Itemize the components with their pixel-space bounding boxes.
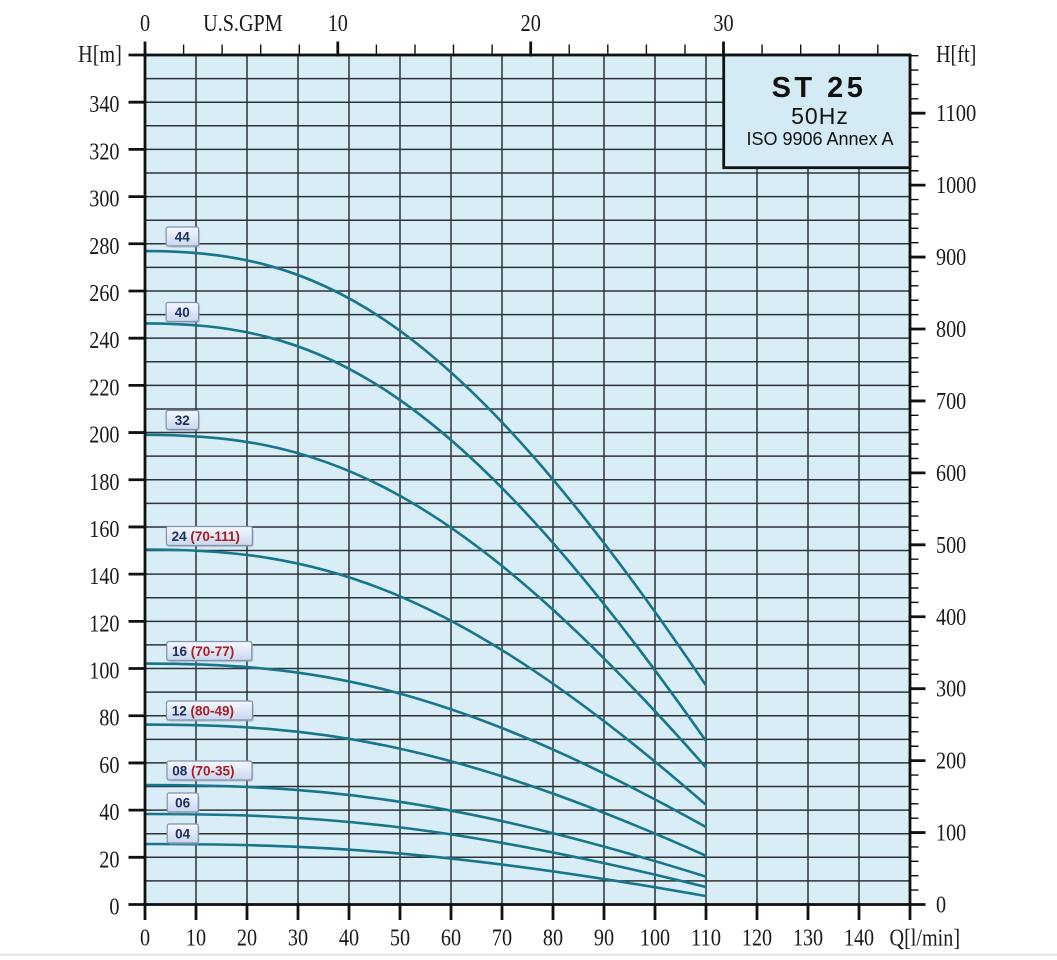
svg-text:320: 320 bbox=[89, 139, 119, 165]
svg-text:0: 0 bbox=[109, 895, 119, 921]
svg-text:30: 30 bbox=[288, 926, 308, 952]
svg-text:120: 120 bbox=[742, 926, 772, 952]
svg-text:120: 120 bbox=[89, 611, 119, 637]
svg-text:260: 260 bbox=[89, 281, 119, 307]
svg-text:140: 140 bbox=[89, 564, 119, 590]
svg-text:100: 100 bbox=[89, 659, 119, 685]
svg-text:600: 600 bbox=[936, 461, 966, 487]
svg-text:H[ft]: H[ft] bbox=[936, 42, 976, 68]
svg-text:0: 0 bbox=[140, 11, 150, 37]
svg-text:60: 60 bbox=[441, 926, 461, 952]
svg-text:200: 200 bbox=[89, 423, 119, 449]
svg-text:300: 300 bbox=[89, 187, 119, 213]
svg-text:12 (80-49): 12 (80-49) bbox=[172, 703, 234, 718]
svg-text:90: 90 bbox=[594, 926, 614, 952]
svg-text:20: 20 bbox=[99, 847, 119, 873]
svg-text:Q[l/min]: Q[l/min] bbox=[890, 926, 961, 952]
svg-text:340: 340 bbox=[89, 92, 119, 118]
svg-text:0: 0 bbox=[140, 926, 150, 952]
svg-text:100: 100 bbox=[936, 821, 966, 847]
svg-text:16 (70-77): 16 (70-77) bbox=[172, 644, 234, 659]
svg-text:300: 300 bbox=[936, 677, 966, 703]
svg-text:20: 20 bbox=[237, 926, 257, 952]
svg-text:80: 80 bbox=[543, 926, 563, 952]
svg-text:50Hz: 50Hz bbox=[791, 103, 849, 129]
svg-text:06: 06 bbox=[175, 795, 191, 810]
svg-text:40: 40 bbox=[339, 926, 359, 952]
svg-text:04: 04 bbox=[175, 826, 191, 841]
svg-text:160: 160 bbox=[89, 517, 119, 543]
svg-text:800: 800 bbox=[936, 317, 966, 343]
svg-text:0: 0 bbox=[936, 893, 946, 919]
svg-text:140: 140 bbox=[844, 926, 874, 952]
svg-text:220: 220 bbox=[89, 375, 119, 401]
svg-text:280: 280 bbox=[89, 234, 119, 260]
svg-text:40: 40 bbox=[99, 800, 119, 826]
svg-text:ST 25: ST 25 bbox=[772, 72, 867, 104]
svg-text:1000: 1000 bbox=[936, 173, 976, 199]
svg-text:700: 700 bbox=[936, 389, 966, 415]
svg-text:10: 10 bbox=[328, 11, 348, 37]
svg-text:ISO 9906 Annex A: ISO 9906 Annex A bbox=[746, 129, 893, 149]
svg-text:44: 44 bbox=[175, 229, 191, 244]
svg-text:08 (70-35): 08 (70-35) bbox=[172, 763, 234, 778]
svg-text:1100: 1100 bbox=[936, 101, 976, 127]
svg-text:500: 500 bbox=[936, 533, 966, 559]
svg-text:60: 60 bbox=[99, 753, 119, 779]
svg-text:30: 30 bbox=[713, 11, 733, 37]
svg-text:50: 50 bbox=[390, 926, 410, 952]
svg-text:24 (70-111): 24 (70-111) bbox=[172, 529, 240, 544]
svg-text:32: 32 bbox=[175, 413, 190, 428]
svg-text:900: 900 bbox=[936, 245, 966, 271]
svg-text:70: 70 bbox=[492, 926, 512, 952]
svg-text:20: 20 bbox=[521, 11, 541, 37]
svg-text:80: 80 bbox=[99, 706, 119, 732]
svg-text:100: 100 bbox=[640, 926, 670, 952]
svg-text:10: 10 bbox=[186, 926, 206, 952]
svg-text:400: 400 bbox=[936, 605, 966, 631]
svg-text:200: 200 bbox=[936, 749, 966, 775]
svg-text:U.S.GPM: U.S.GPM bbox=[203, 11, 283, 37]
svg-text:240: 240 bbox=[89, 328, 119, 354]
svg-text:110: 110 bbox=[691, 926, 721, 952]
svg-text:H[m]: H[m] bbox=[78, 42, 122, 68]
svg-text:40: 40 bbox=[175, 305, 190, 320]
svg-text:130: 130 bbox=[793, 926, 823, 952]
svg-text:180: 180 bbox=[89, 470, 119, 496]
